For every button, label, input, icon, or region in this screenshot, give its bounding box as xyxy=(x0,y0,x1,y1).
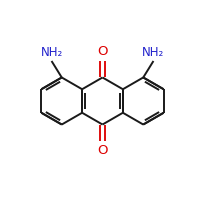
Text: O: O xyxy=(97,45,108,58)
Text: NH₂: NH₂ xyxy=(40,46,63,59)
Text: NH₂: NH₂ xyxy=(142,46,165,59)
Text: O: O xyxy=(97,144,108,157)
